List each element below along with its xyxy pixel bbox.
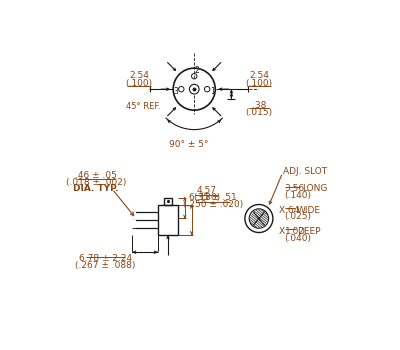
Text: .38: .38: [252, 101, 266, 110]
Text: (.040): (.040): [284, 234, 312, 243]
Bar: [158, 205, 178, 235]
Text: LONG: LONG: [302, 184, 327, 194]
Text: WIDE: WIDE: [297, 206, 321, 215]
Text: (.250 ± .020): (.250 ± .020): [183, 200, 243, 209]
Text: .64: .64: [284, 206, 299, 215]
Text: 2.54: 2.54: [129, 71, 149, 80]
Text: (.180): (.180): [193, 193, 220, 202]
Text: 45° REF.: 45° REF.: [126, 102, 160, 111]
Text: 6.35 ± .51: 6.35 ± .51: [189, 193, 237, 202]
Text: (.100): (.100): [245, 79, 272, 88]
Text: 90° ± 5°: 90° ± 5°: [169, 140, 208, 149]
Text: 6.78 ± 2.24: 6.78 ± 2.24: [79, 254, 132, 264]
Text: DEEP: DEEP: [298, 227, 321, 236]
Bar: [164, 197, 172, 205]
Text: 3.56: 3.56: [284, 184, 305, 194]
Text: (.267 ± .088): (.267 ± .088): [75, 261, 136, 270]
Text: 2: 2: [194, 66, 199, 75]
Text: X: X: [279, 227, 285, 236]
Text: (.140): (.140): [284, 191, 312, 200]
Text: (.015): (.015): [245, 108, 272, 117]
Text: 1: 1: [210, 88, 215, 96]
Text: 2.54: 2.54: [249, 71, 269, 80]
Text: .46 ± .05: .46 ± .05: [75, 171, 117, 180]
Text: 3: 3: [174, 88, 178, 96]
Text: (.100): (.100): [126, 79, 152, 88]
Text: 4.57: 4.57: [196, 186, 216, 195]
Text: X: X: [279, 206, 285, 215]
Text: ADJ. SLOT: ADJ. SLOT: [283, 167, 327, 176]
Text: 1.02: 1.02: [284, 227, 304, 236]
Text: (.018 ± .002): (.018 ± .002): [66, 178, 126, 187]
Text: DIA. TYP.: DIA. TYP.: [73, 183, 119, 192]
Text: (.025): (.025): [284, 212, 312, 222]
